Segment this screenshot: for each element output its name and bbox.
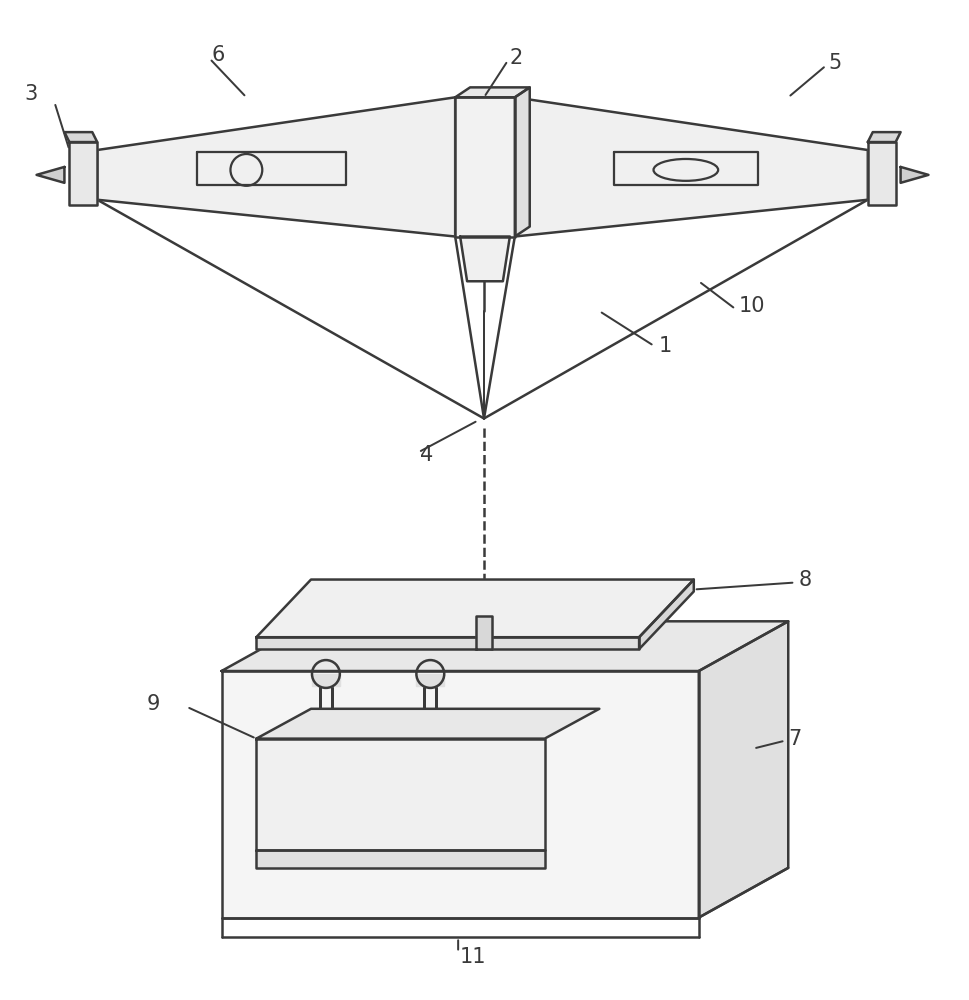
Polygon shape [455,97,515,237]
Polygon shape [257,637,640,649]
Polygon shape [699,621,788,918]
Text: 5: 5 [828,53,841,73]
Polygon shape [222,671,699,918]
Polygon shape [70,142,97,205]
Text: 9: 9 [147,694,160,714]
Polygon shape [97,97,455,237]
Text: 3: 3 [24,84,38,104]
Polygon shape [460,237,510,281]
Polygon shape [515,87,530,237]
Text: 4: 4 [421,445,433,465]
Polygon shape [640,580,694,649]
Polygon shape [37,167,64,183]
Text: 10: 10 [738,296,766,316]
Text: 1: 1 [659,336,672,356]
Polygon shape [257,580,694,637]
Polygon shape [257,709,600,739]
Polygon shape [257,739,545,850]
Text: 11: 11 [460,947,486,967]
Polygon shape [257,850,545,868]
Polygon shape [868,142,895,205]
Text: 6: 6 [211,45,225,65]
Polygon shape [222,621,788,671]
Polygon shape [900,167,928,183]
Polygon shape [312,674,340,686]
Text: 7: 7 [788,729,801,749]
Text: 8: 8 [798,570,811,590]
Polygon shape [515,97,868,237]
Text: 2: 2 [510,48,523,68]
Polygon shape [417,674,444,686]
Polygon shape [455,87,530,97]
Polygon shape [64,132,97,142]
Polygon shape [476,616,492,649]
Polygon shape [868,132,900,142]
